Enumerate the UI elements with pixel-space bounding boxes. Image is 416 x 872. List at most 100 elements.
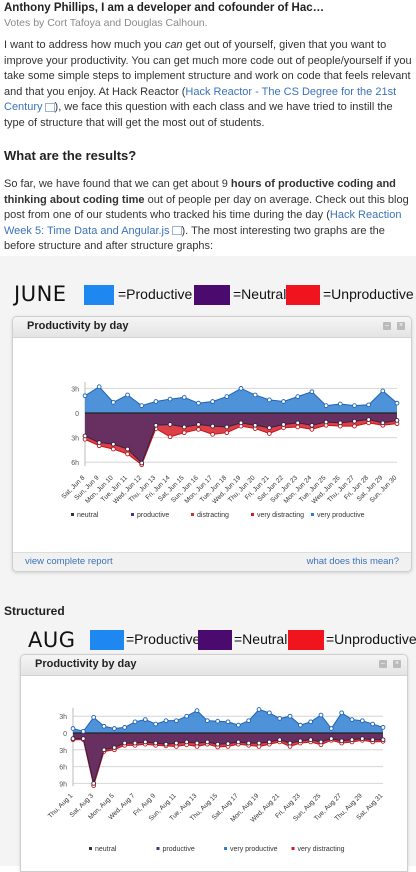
y-tick-label: 6h	[59, 765, 67, 772]
para1-text-a: I want to address how much you	[4, 39, 165, 51]
voter-link[interactable]: Douglas Calhoun.	[124, 17, 208, 29]
neutral-point	[287, 740, 293, 746]
neutral-point	[82, 433, 88, 439]
area-productive	[73, 709, 383, 733]
legend-marker	[71, 513, 74, 516]
neutral-point	[380, 420, 386, 426]
paragraph-results: So far, we have found that we can get ab…	[4, 177, 412, 255]
productive-point	[80, 728, 86, 734]
panel-header: Productivity by day – ×	[21, 655, 407, 676]
productive-point	[380, 725, 386, 730]
results-heading: What are the results?	[4, 148, 137, 163]
neutral-point	[359, 736, 365, 741]
neutral-point	[196, 422, 201, 427]
neutral-point	[370, 737, 376, 743]
neutral-point	[111, 441, 116, 447]
neutral-point	[267, 425, 272, 431]
productive-point	[352, 403, 357, 408]
neutral-point	[225, 741, 231, 746]
neutral-point	[224, 424, 230, 430]
productive-point	[111, 399, 116, 405]
legend-label: very distracting	[257, 512, 304, 519]
productive-point	[91, 714, 97, 720]
structured-label: Structured	[4, 604, 65, 618]
legend-productive-label: =Productive	[118, 286, 193, 302]
neutral-point	[252, 422, 258, 428]
neutral-point	[256, 740, 262, 746]
very-distracting-point	[111, 446, 116, 452]
very-distracting-point	[125, 451, 130, 457]
voter-link[interactable]: Cort Tafoya	[47, 17, 101, 29]
productive-point	[252, 392, 258, 398]
para1-text-b: get out of yourself, given that you want…	[4, 39, 412, 98]
para2-text-c: ). The most interesting two graphs are t…	[4, 224, 385, 253]
productive-point	[125, 392, 130, 398]
votes-prefix: Votes by	[4, 17, 48, 29]
minimize-icon[interactable]: –	[383, 322, 391, 330]
answer-title[interactable]: Anthony Phillips, I am a developer and c…	[4, 2, 325, 14]
area-productive	[85, 386, 397, 413]
y-tick-label: 0	[75, 411, 79, 418]
para1-emphasis: can	[164, 39, 183, 51]
legend-marker	[191, 513, 194, 516]
legend-neutral-swatch	[198, 630, 232, 650]
productive-point	[380, 388, 386, 394]
productive-point	[225, 719, 231, 725]
very-distracting-point	[167, 434, 173, 440]
neutral-point	[163, 741, 169, 747]
legend-neutral-label: =Neutral	[234, 631, 288, 647]
y-tick-label: 0	[63, 731, 67, 738]
area-very-distracting	[85, 413, 397, 465]
close-icon[interactable]: ×	[393, 660, 401, 668]
very-distracting-point	[352, 423, 357, 429]
neutral-point	[167, 422, 173, 427]
neutral-point	[153, 422, 159, 428]
june-month-label: JUNE	[14, 282, 67, 306]
what-does-this-mean-link[interactable]: what does this mean?	[306, 556, 399, 567]
neutral-point	[142, 739, 148, 745]
neutral-point	[277, 737, 283, 743]
minimize-icon[interactable]: –	[379, 660, 387, 668]
productive-point	[210, 399, 215, 404]
productive-point	[139, 403, 145, 408]
productive-point	[215, 718, 221, 724]
productive-point	[184, 713, 190, 719]
neutral-point	[139, 460, 145, 466]
neutral-point	[297, 738, 303, 744]
neutral-point	[328, 736, 334, 741]
neutral-point	[111, 745, 117, 750]
neutral-point	[308, 737, 314, 743]
hack-reactor-link[interactable]: Hack Reactor - The CS Degree for the 21s…	[4, 85, 397, 114]
productive-point	[204, 718, 210, 724]
legend-label: productive	[163, 846, 195, 853]
neutral-point	[204, 739, 210, 745]
neutral-point	[238, 420, 244, 426]
productive-point	[142, 717, 148, 722]
productive-point	[308, 719, 314, 725]
productive-point	[394, 400, 400, 406]
productive-point	[295, 394, 301, 399]
hack-reaction-blog-link[interactable]: Hack Reaction Week 5: Time Data and Angu…	[4, 209, 402, 237]
productive-point	[359, 718, 365, 724]
neutral-point	[352, 418, 357, 424]
view-complete-report-link[interactable]: view complete report	[25, 556, 113, 567]
productive-point	[224, 394, 230, 399]
productive-point	[238, 386, 244, 391]
productive-point	[323, 403, 329, 408]
neutral-point	[122, 740, 128, 746]
close-icon[interactable]: ×	[397, 322, 405, 330]
aug-chart-panel: Productivity by day – × 3h 0 3h 6h 9h Thu, Au…	[20, 654, 408, 872]
productive-point	[349, 717, 355, 722]
productive-point	[266, 710, 272, 716]
legend-label: distracting	[197, 512, 229, 519]
productive-point	[256, 707, 262, 712]
productive-point	[297, 722, 303, 728]
very-distracting-point	[181, 430, 187, 436]
votes-line: Votes by Cort Tafoya and Douglas Calhoun…	[4, 17, 208, 29]
productive-point	[235, 722, 241, 728]
productive-point	[82, 393, 88, 399]
productive-point	[96, 384, 102, 390]
paragraph-intro: I want to address how much you can get o…	[4, 38, 412, 131]
